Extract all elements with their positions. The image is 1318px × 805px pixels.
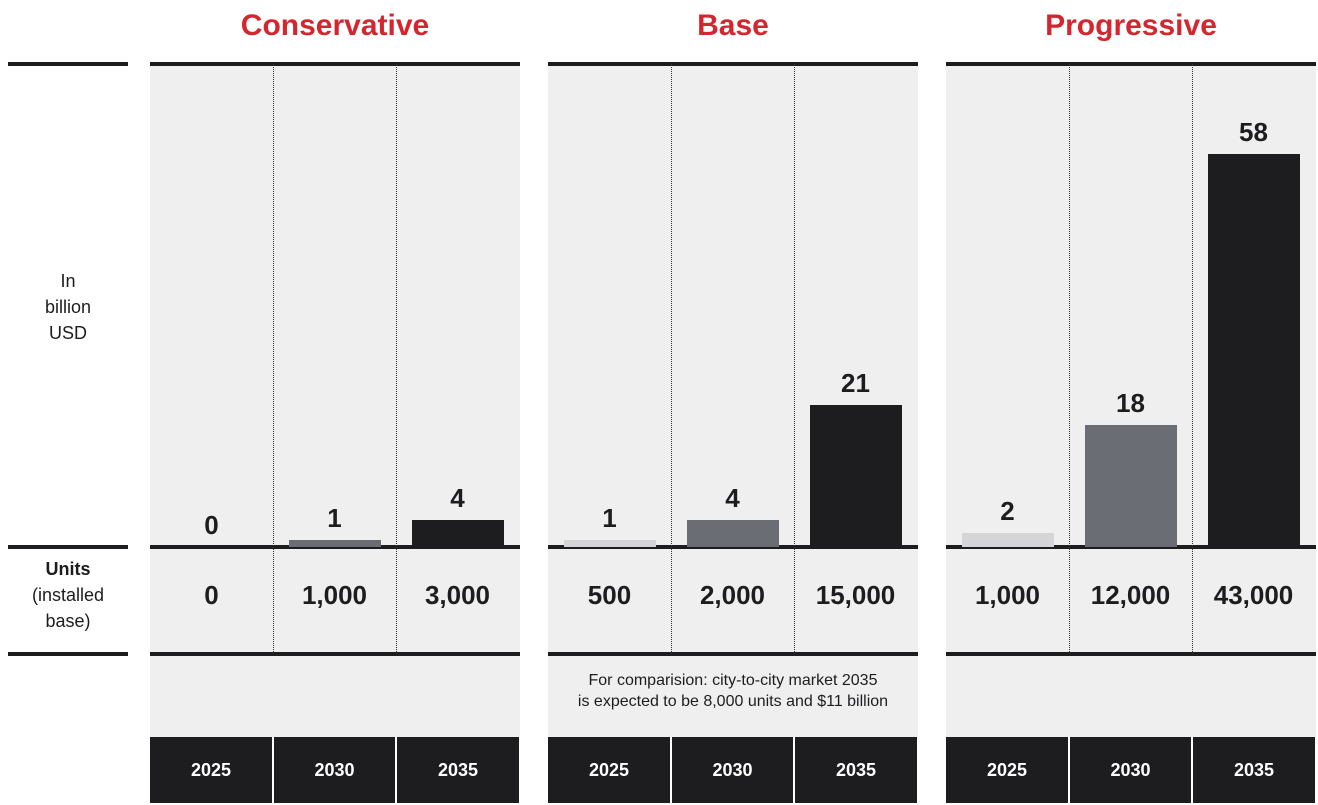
value-label-progressive-2030: 18 [1116, 388, 1145, 419]
panel-conservative: 0 0 2025 1 1,000 2030 4 3,000 2035 [150, 62, 520, 803]
value-label-base-2035: 21 [841, 367, 870, 398]
comparison-note: For comparision: city-to-city market 203… [548, 670, 918, 712]
bar-base-2030 [686, 519, 779, 547]
column-divider [671, 64, 672, 654]
panel-background [150, 64, 520, 737]
value-label-conservative-2025: 0 [204, 510, 219, 540]
units-value-progressive-2030: 12,000 [1090, 580, 1171, 610]
units-value-base-2030: 2,000 [699, 580, 766, 610]
scenario-title-progressive: Progressive [1045, 9, 1217, 42]
bar-base-2035 [809, 404, 902, 547]
scenario-title-conservative: Conservative [240, 9, 430, 42]
panel-progressive: 2 1,000 2025 18 12,000 2030 58 43,000 2035 [946, 62, 1316, 803]
units-value-base-2025: 500 [587, 580, 632, 610]
year-label-progressive-2035: 2035 [1193, 737, 1315, 803]
value-label-conservative-2035: 4 [450, 482, 465, 513]
bar-progressive-2030 [1084, 425, 1177, 547]
bar-conservative-2030 [288, 540, 381, 547]
panel-background [548, 64, 918, 737]
value-axis-label-line2: billion [44, 297, 92, 317]
value-label-progressive-2035: 58 [1239, 117, 1268, 147]
panel-baseline [150, 545, 520, 549]
year-label-conservative-2025: 2025 [150, 737, 272, 803]
units-value-conservative-2030: 1,000 [301, 580, 368, 610]
year-label-conservative-2030: 2030 [274, 737, 395, 803]
bar-base-2025 [563, 540, 656, 547]
side-bottom-rule [8, 652, 128, 656]
units-value-conservative-2025: 0 [204, 580, 219, 610]
bar-conservative-2035 [411, 519, 504, 547]
units-label-line2: (installed [31, 585, 105, 605]
year-label-base-2030: 2030 [672, 737, 793, 803]
side-top-rule [8, 62, 128, 66]
units-value-conservative-2035: 3,000 [424, 580, 491, 610]
column-divider [396, 64, 397, 654]
year-label-progressive-2030: 2030 [1070, 737, 1191, 803]
units-value-base-2035: 15,000 [815, 580, 896, 610]
units-value-progressive-2035: 43,000 [1213, 580, 1294, 610]
units-label-line3: base) [45, 611, 91, 631]
column-divider [273, 64, 274, 654]
panel-baseline [946, 545, 1316, 549]
column-divider [1192, 64, 1193, 654]
column-divider [794, 64, 795, 654]
units-label: Units (installed base) [8, 556, 128, 634]
year-label-progressive-2025: 2025 [946, 737, 1068, 803]
value-label-conservative-2030: 1 [327, 503, 342, 534]
value-label-base-2030: 4 [725, 482, 740, 513]
comparison-note-line: For comparision: city-to-city market 203… [588, 672, 878, 689]
units-value-progressive-2025: 1,000 [974, 580, 1041, 610]
panel-top-rule [548, 62, 918, 66]
column-divider [1069, 64, 1070, 654]
panel-top-rule [946, 62, 1316, 66]
side-baseline-rule [8, 545, 128, 549]
panel-baseline [548, 545, 918, 549]
comparison-note-line: is expected to be 8,000 units and $11 bi… [577, 693, 889, 710]
value-axis-label-line3: USD [48, 323, 87, 343]
bar-progressive-2035 [1207, 154, 1300, 547]
units-label-title: Units [45, 559, 91, 579]
year-label-base-2025: 2025 [548, 737, 670, 803]
bar-progressive-2025 [961, 533, 1054, 547]
year-label-base-2035: 2035 [795, 737, 917, 803]
panel-units-bottom-rule [150, 652, 520, 656]
panel-units-bottom-rule [548, 652, 918, 656]
value-label-progressive-2025: 2 [1000, 496, 1015, 527]
panel-units-bottom-rule [946, 652, 1316, 656]
panel-base: 1 500 2025 4 2,000 2030 21 15,000 2035 For compar… [548, 62, 918, 803]
year-label-conservative-2035: 2035 [397, 737, 519, 803]
scenario-title-base: Base [697, 9, 769, 42]
value-label-base-2025: 1 [602, 503, 617, 534]
value-axis-label-line1: In [60, 271, 76, 291]
value-axis-label: In billion USD [8, 268, 128, 346]
panel-top-rule [150, 62, 520, 66]
